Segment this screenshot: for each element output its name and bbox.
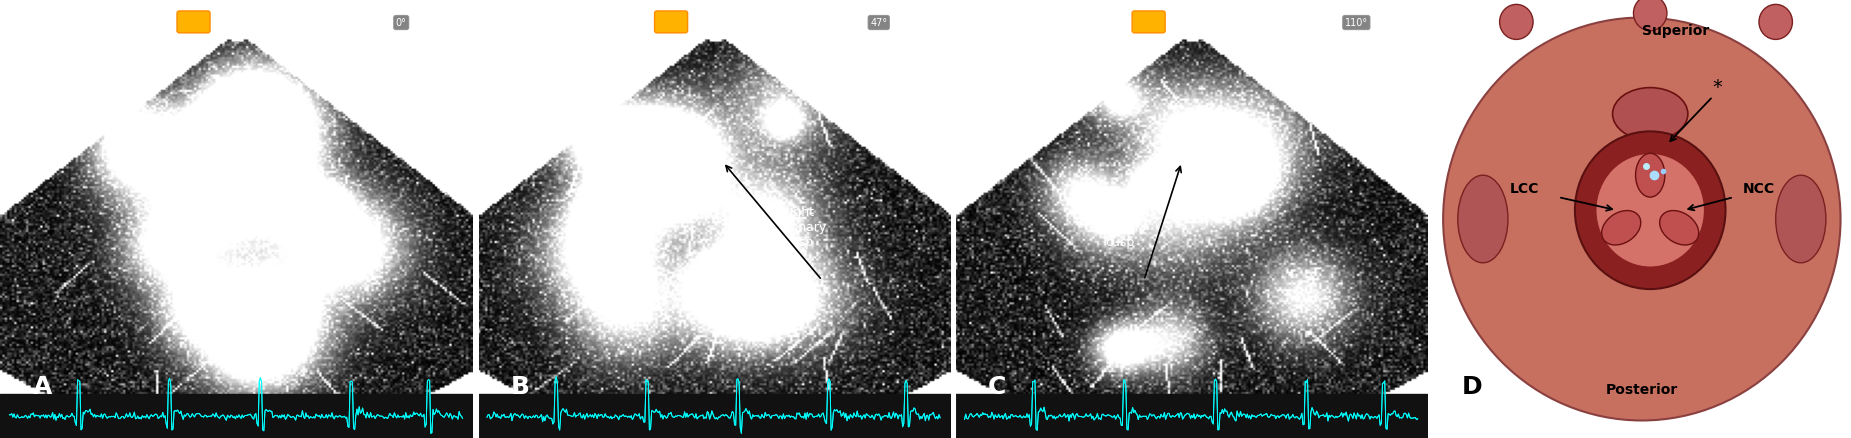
Text: *: * — [1712, 78, 1721, 97]
Ellipse shape — [1612, 88, 1688, 140]
Text: 0°: 0° — [396, 18, 407, 28]
Text: D: D — [1462, 374, 1483, 399]
FancyBboxPatch shape — [1133, 11, 1164, 33]
FancyBboxPatch shape — [178, 11, 209, 33]
Ellipse shape — [1444, 18, 1840, 420]
FancyBboxPatch shape — [655, 11, 687, 33]
Text: Right
coronary
cusp: Right coronary cusp — [1092, 206, 1148, 249]
Ellipse shape — [1660, 211, 1699, 245]
Text: B: B — [511, 374, 529, 399]
Ellipse shape — [1775, 175, 1825, 263]
Circle shape — [1499, 4, 1533, 39]
Ellipse shape — [1636, 153, 1664, 197]
Text: A: A — [33, 374, 52, 399]
Ellipse shape — [1459, 175, 1509, 263]
Text: LA: LA — [631, 44, 653, 59]
Ellipse shape — [1601, 211, 1640, 245]
Text: 47°: 47° — [870, 18, 887, 28]
Circle shape — [1633, 0, 1668, 31]
Circle shape — [1758, 4, 1792, 39]
Text: Right
coronary
cusp: Right coronary cusp — [770, 206, 826, 249]
Text: Superior: Superior — [1642, 24, 1708, 38]
Text: Posterior: Posterior — [1605, 383, 1679, 397]
Text: 110°: 110° — [1346, 18, 1368, 28]
Circle shape — [1575, 131, 1725, 289]
Text: C: C — [988, 374, 1007, 399]
Text: NCC: NCC — [1744, 182, 1775, 196]
Text: LA: LA — [1109, 44, 1131, 59]
Text: LCC: LCC — [1510, 182, 1540, 196]
Circle shape — [1596, 153, 1705, 267]
